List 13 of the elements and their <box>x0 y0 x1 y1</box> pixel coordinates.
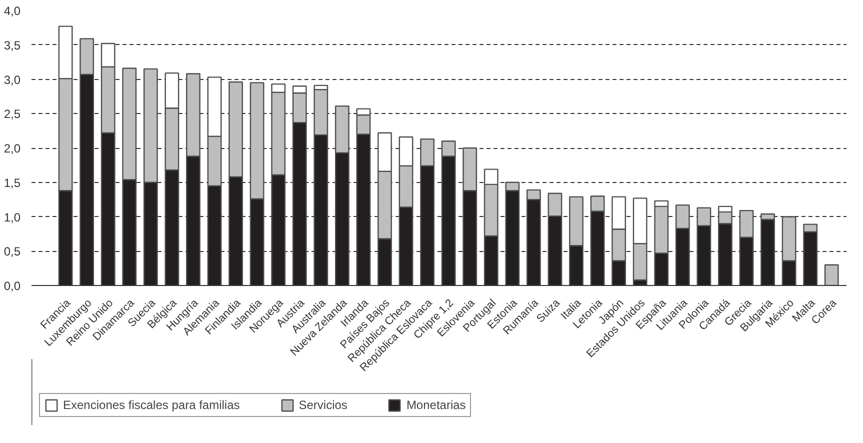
legend-label: Exenciones fiscales para familias <box>63 398 240 412</box>
bar <box>824 264 839 286</box>
y-tick-label: 3,5 <box>4 38 21 52</box>
y-tick-label: 2,5 <box>4 107 21 122</box>
y-tick-label: 3,0 <box>4 72 21 87</box>
y-tick-label: 2,0 <box>4 142 21 156</box>
y-tick-label: 4,0 <box>4 4 21 18</box>
y-tick-label: 1,5 <box>4 176 21 190</box>
y-tick-label: 0,0 <box>4 279 21 293</box>
legend-label: Monetarias <box>406 398 466 412</box>
legend-label: Servicios <box>298 398 348 412</box>
y-tick-label: 1,0 <box>4 210 21 224</box>
y-tick-label: 0,5 <box>4 244 21 259</box>
